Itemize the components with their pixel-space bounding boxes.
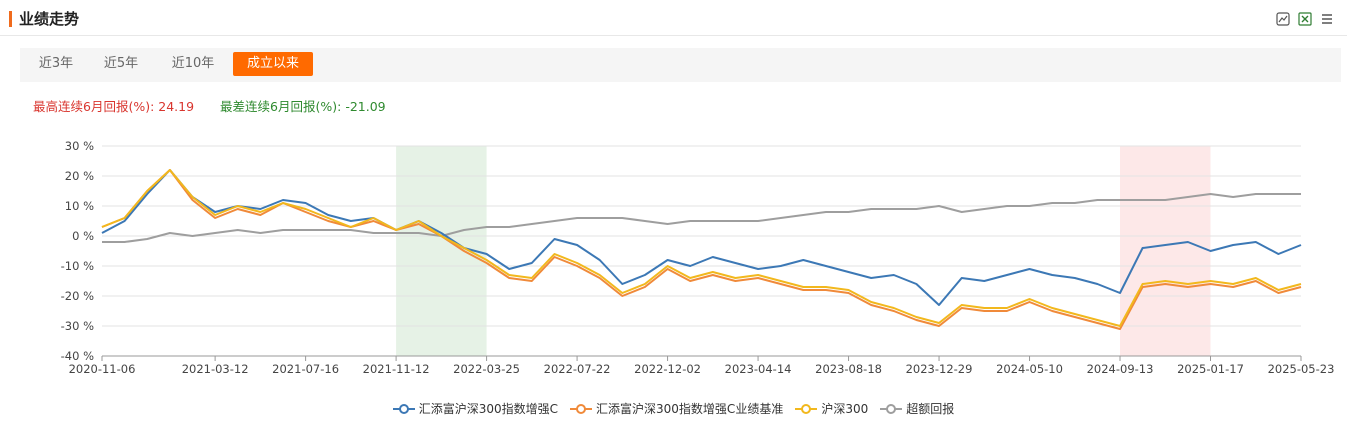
x-tick-label: 2023-12-29 bbox=[906, 362, 973, 376]
y-tick-label: -30 % bbox=[61, 319, 94, 333]
performance-chart: 30 % 20 % 10 % 0 % -10 % -20 % -30 % -40 %2020-… bbox=[61, 139, 1335, 376]
best-6m-return: 最高连续6月回报(%): 24.19 bbox=[33, 99, 195, 114]
legend-label: 沪深300 bbox=[821, 402, 869, 416]
x-tick-label: 2023-04-14 bbox=[725, 362, 792, 376]
x-tick-label: 2021-03-12 bbox=[182, 362, 249, 376]
header-divider bbox=[0, 35, 1347, 36]
chart-legend: 汇添富沪深300指数增强C 汇添富沪深300指数增强C业绩基准 沪深300 超额回报 bbox=[0, 400, 1347, 418]
y-tick-label: -10 % bbox=[61, 259, 94, 273]
legend-item-0[interactable]: 汇添富沪深300指数增强C bbox=[392, 400, 559, 417]
title-accent-bar bbox=[9, 11, 12, 27]
worst-6m-return: 最差连续6月回报(%): -21.09 bbox=[220, 99, 386, 114]
x-tick-label: 2020-11-06 bbox=[69, 362, 136, 376]
x-tick-label: 2022-03-25 bbox=[453, 362, 520, 376]
series-line-3 bbox=[102, 193, 1301, 243]
x-tick-label: 2023-08-18 bbox=[815, 362, 882, 376]
legend-label: 汇添富沪深300指数增强C bbox=[418, 402, 559, 416]
y-tick-label: -20 % bbox=[61, 289, 94, 303]
excel-export-icon[interactable] bbox=[1297, 11, 1313, 27]
y-tick-label: 0 % bbox=[72, 229, 94, 243]
series-line-0 bbox=[101, 169, 1302, 306]
y-tick-label: -40 % bbox=[61, 349, 94, 363]
panel-title: 业绩走势 bbox=[19, 10, 80, 28]
panel-header: 业绩走势 bbox=[0, 0, 1347, 36]
x-tick-label: 2025-01-17 bbox=[1177, 362, 1244, 376]
x-tick-label: 2025-05-23 bbox=[1268, 362, 1335, 376]
legend-item-3[interactable]: 超额回报 bbox=[880, 400, 954, 417]
x-tick-label: 2021-11-12 bbox=[363, 362, 430, 376]
x-tick-label: 2022-12-02 bbox=[634, 362, 701, 376]
x-tick-label: 2024-05-10 bbox=[996, 362, 1063, 376]
y-tick-label: 30 % bbox=[65, 139, 94, 153]
list-menu-icon[interactable] bbox=[1319, 11, 1335, 27]
series-line-1 bbox=[101, 169, 1302, 330]
x-tick-label: 2021-07-16 bbox=[272, 362, 339, 376]
tab-3y[interactable]: 近3年 bbox=[38, 56, 74, 71]
tab-10y[interactable]: 近10年 bbox=[171, 56, 215, 71]
chart-image-icon[interactable] bbox=[1275, 11, 1291, 27]
legend-item-1[interactable]: 汇添富沪深300指数增强C业绩基准 bbox=[570, 400, 783, 417]
highlight-band-1 bbox=[1120, 146, 1211, 356]
toolbar bbox=[1275, 11, 1335, 27]
return-stats: 最高连续6月回报(%): 24.19 最差连续6月回报(%): -21.09 bbox=[33, 96, 386, 115]
legend-label: 超额回报 bbox=[906, 402, 955, 416]
x-tick-label: 2024-09-13 bbox=[1087, 362, 1154, 376]
period-tabs: 近3年 近5年 近10年 成立以来 bbox=[20, 48, 1341, 82]
legend-marker-icon bbox=[795, 403, 818, 414]
tab-5y[interactable]: 近5年 bbox=[103, 56, 139, 71]
legend-marker-icon bbox=[392, 403, 415, 414]
tab-since-inception[interactable]: 成立以来 bbox=[233, 52, 313, 76]
legend-item-2[interactable]: 沪深300 bbox=[795, 400, 868, 417]
x-tick-label: 2022-07-22 bbox=[544, 362, 611, 376]
y-tick-label: 10 % bbox=[65, 199, 94, 213]
legend-label: 汇添富沪深300指数增强C业绩基准 bbox=[596, 402, 784, 416]
series-line-2 bbox=[101, 169, 1302, 327]
legend-marker-icon bbox=[570, 403, 593, 414]
legend-marker-icon bbox=[880, 403, 903, 414]
y-tick-label: 20 % bbox=[65, 169, 94, 183]
